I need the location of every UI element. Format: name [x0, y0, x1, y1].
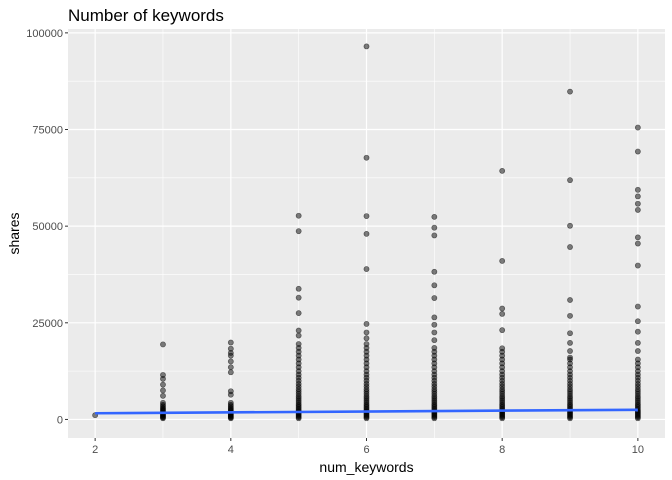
data-point	[295, 212, 302, 219]
data-point	[567, 177, 573, 184]
data-point	[363, 329, 370, 336]
y-tick-label: 100000	[26, 28, 63, 40]
data-point	[160, 381, 166, 388]
data-point	[567, 244, 573, 250]
data-point	[634, 200, 641, 207]
data-point	[431, 268, 438, 275]
data-point	[567, 340, 573, 346]
data-point	[634, 303, 641, 310]
data-point	[160, 392, 166, 399]
data-point	[431, 282, 438, 289]
data-point	[634, 240, 641, 247]
data-point	[431, 345, 438, 351]
y-tick-label: 0	[57, 414, 63, 426]
data-point	[363, 321, 370, 327]
x-tick-label: 10	[632, 444, 644, 456]
data-point	[295, 228, 302, 235]
y-tick-label: 25000	[32, 318, 63, 330]
data-point	[295, 341, 302, 347]
data-point	[567, 354, 573, 361]
data-point	[499, 305, 506, 312]
data-point	[431, 295, 438, 301]
data-point	[160, 399, 166, 406]
data-point	[431, 329, 438, 336]
data-point	[634, 186, 641, 193]
data-point	[634, 328, 641, 335]
data-point	[363, 230, 370, 237]
data-point	[160, 372, 166, 378]
data-point	[295, 310, 302, 317]
data-point	[363, 266, 370, 272]
y-tick-label: 75000	[32, 125, 63, 137]
data-point	[363, 341, 370, 347]
data-point	[567, 348, 573, 354]
data-point	[363, 154, 370, 161]
y-tick-label: 50000	[32, 221, 63, 233]
trend-line	[95, 408, 638, 415]
chart-title: Number of keywords	[68, 6, 224, 25]
data-point	[567, 312, 573, 319]
data-point	[567, 88, 573, 95]
data-point	[295, 327, 302, 334]
data-point	[634, 318, 641, 325]
data-point	[160, 387, 166, 394]
data-point	[227, 388, 234, 395]
data-point	[634, 193, 641, 200]
data-point	[431, 337, 438, 344]
x-tick-label: 6	[363, 444, 369, 456]
data-point	[295, 332, 302, 339]
data-point	[634, 148, 641, 155]
data-point	[227, 339, 234, 346]
x-axis-title: num_keywords	[319, 459, 413, 475]
data-point	[499, 167, 506, 174]
data-point	[567, 297, 573, 303]
data-points	[92, 43, 641, 422]
data-point	[634, 348, 641, 354]
data-point	[431, 224, 438, 231]
data-point	[160, 341, 166, 348]
trend-line-group	[95, 408, 638, 415]
data-point	[363, 43, 370, 50]
data-point	[363, 213, 370, 220]
data-point	[227, 369, 234, 376]
y-axis-title: shares	[6, 212, 22, 254]
data-point	[227, 364, 234, 371]
y-axis: 0 25000 50000 75000 100000	[26, 28, 68, 426]
data-point	[634, 207, 641, 213]
data-point	[499, 327, 506, 334]
data-point	[634, 262, 641, 269]
data-point	[431, 321, 438, 328]
data-point	[634, 356, 641, 363]
x-tick-label: 4	[228, 444, 234, 456]
data-point	[227, 399, 234, 406]
data-point	[634, 234, 641, 241]
data-point	[499, 258, 506, 264]
data-point	[431, 232, 438, 239]
data-point	[295, 285, 302, 292]
data-point	[567, 222, 573, 229]
x-axis: 2 4 6 8 10	[92, 438, 644, 456]
data-point	[567, 330, 573, 337]
x-tick-label: 8	[499, 444, 505, 456]
data-point	[295, 294, 302, 301]
data-point	[431, 314, 438, 321]
data-point	[227, 358, 234, 365]
data-point	[227, 345, 234, 352]
data-point	[363, 335, 370, 342]
data-point	[499, 311, 506, 317]
data-point	[431, 213, 438, 220]
data-point	[499, 345, 506, 352]
data-point	[634, 124, 641, 131]
data-point	[634, 340, 641, 346]
x-tick-label: 2	[92, 444, 98, 456]
